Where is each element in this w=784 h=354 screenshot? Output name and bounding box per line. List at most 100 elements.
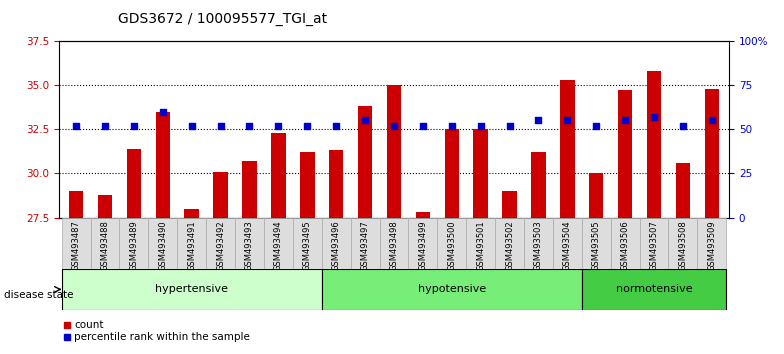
FancyBboxPatch shape [582,218,611,271]
Text: GSM493495: GSM493495 [303,220,312,271]
Bar [560,80,575,218]
FancyBboxPatch shape [697,218,726,271]
Text: GSM493503: GSM493503 [534,220,543,271]
Point [503,123,516,129]
Bar [242,161,256,218]
Text: GSM493493: GSM493493 [245,220,254,271]
FancyBboxPatch shape [264,218,293,271]
FancyBboxPatch shape [206,218,235,271]
Text: hypertensive: hypertensive [155,284,228,295]
Bar [647,71,661,218]
Text: GSM493489: GSM493489 [129,220,139,271]
FancyBboxPatch shape [582,269,726,310]
Point [359,118,372,123]
FancyBboxPatch shape [553,218,582,271]
Text: GDS3672 / 100095577_TGI_at: GDS3672 / 100095577_TGI_at [118,12,327,27]
Point [99,123,111,129]
Point [301,123,314,129]
Bar [358,106,372,218]
FancyBboxPatch shape [293,218,321,271]
FancyBboxPatch shape [437,218,466,271]
Bar [416,212,430,218]
Point [416,123,429,129]
Text: GSM493492: GSM493492 [216,220,225,271]
FancyBboxPatch shape [466,218,495,271]
FancyBboxPatch shape [62,269,321,310]
Point [243,123,256,129]
Point [214,123,227,129]
Text: GSM493502: GSM493502 [505,220,514,271]
FancyBboxPatch shape [495,218,524,271]
Text: hypotensive: hypotensive [418,284,486,295]
Bar [300,152,314,218]
Point [330,123,343,129]
FancyBboxPatch shape [611,218,640,271]
Text: GSM493490: GSM493490 [158,220,167,271]
Point [388,123,401,129]
Text: GSM493488: GSM493488 [100,220,110,271]
Text: GSM493509: GSM493509 [707,220,717,271]
Point [706,118,718,123]
FancyBboxPatch shape [408,218,437,271]
Bar [676,163,690,218]
Text: GSM493501: GSM493501 [476,220,485,271]
Point [677,123,689,129]
Point [272,123,285,129]
Bar [127,149,141,218]
FancyBboxPatch shape [524,218,553,271]
Point [648,114,660,120]
Point [532,118,545,123]
Text: GSM493506: GSM493506 [621,220,630,271]
Text: GSM493500: GSM493500 [447,220,456,271]
FancyBboxPatch shape [119,218,148,271]
Bar [155,112,170,218]
Text: GSM493504: GSM493504 [563,220,572,271]
Bar [705,88,719,218]
Bar [329,150,343,218]
Bar [503,191,517,218]
FancyBboxPatch shape [669,218,697,271]
Bar [184,209,199,218]
Bar [532,152,546,218]
Text: GSM493507: GSM493507 [649,220,659,271]
FancyBboxPatch shape [640,218,669,271]
FancyBboxPatch shape [62,218,91,271]
Text: normotensive: normotensive [615,284,692,295]
Text: GSM493494: GSM493494 [274,220,283,271]
FancyBboxPatch shape [321,218,350,271]
Point [186,123,198,129]
Text: GSM493497: GSM493497 [361,220,369,271]
Point [445,123,458,129]
Point [590,123,602,129]
Point [561,118,574,123]
FancyBboxPatch shape [350,218,379,271]
Text: GSM493498: GSM493498 [390,220,398,271]
FancyBboxPatch shape [91,218,119,271]
Text: GSM493499: GSM493499 [419,220,427,271]
Point [70,123,82,129]
Point [157,109,169,114]
Bar [271,133,285,218]
Bar [69,191,83,218]
Text: GSM493505: GSM493505 [592,220,601,271]
Bar [474,129,488,218]
Text: disease state: disease state [4,290,74,299]
Bar [213,172,228,218]
Bar [445,129,459,218]
FancyBboxPatch shape [379,218,408,271]
Bar [387,85,401,218]
Legend: count, percentile rank within the sample: count, percentile rank within the sample [64,320,250,342]
Text: GSM493496: GSM493496 [332,220,341,271]
Point [619,118,631,123]
Bar [98,195,112,218]
Text: GSM493487: GSM493487 [71,220,81,271]
FancyBboxPatch shape [177,218,206,271]
Text: GSM493491: GSM493491 [187,220,196,271]
Point [128,123,140,129]
Bar [618,90,633,218]
FancyBboxPatch shape [148,218,177,271]
Point [474,123,487,129]
FancyBboxPatch shape [235,218,264,271]
Text: GSM493508: GSM493508 [678,220,688,271]
Bar [589,173,604,218]
